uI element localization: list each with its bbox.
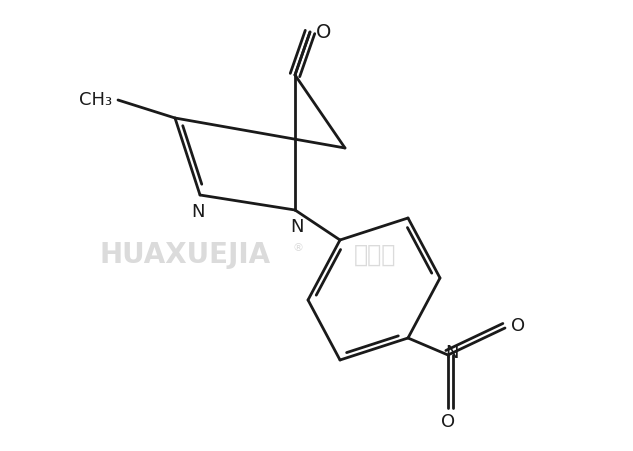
Text: O: O xyxy=(511,317,525,335)
Text: O: O xyxy=(316,23,331,41)
Text: N: N xyxy=(191,203,204,221)
Text: N: N xyxy=(291,218,304,236)
Text: O: O xyxy=(441,413,455,431)
Text: N: N xyxy=(445,344,459,362)
Text: 化学加: 化学加 xyxy=(354,243,396,267)
Text: HUAXUEJIA: HUAXUEJIA xyxy=(99,241,270,269)
Text: ®: ® xyxy=(292,243,303,253)
Text: CH₃: CH₃ xyxy=(79,91,112,109)
